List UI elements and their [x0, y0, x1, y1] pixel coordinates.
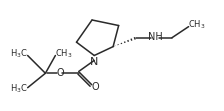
Text: H$_3$C: H$_3$C [10, 48, 28, 60]
Text: CH$_3$: CH$_3$ [55, 48, 72, 60]
Text: O: O [56, 68, 64, 78]
Text: O: O [91, 82, 99, 92]
Text: CH$_3$: CH$_3$ [188, 19, 206, 31]
Text: N: N [90, 57, 98, 67]
Text: H$_3$C: H$_3$C [10, 83, 28, 95]
Text: NH: NH [148, 32, 163, 42]
